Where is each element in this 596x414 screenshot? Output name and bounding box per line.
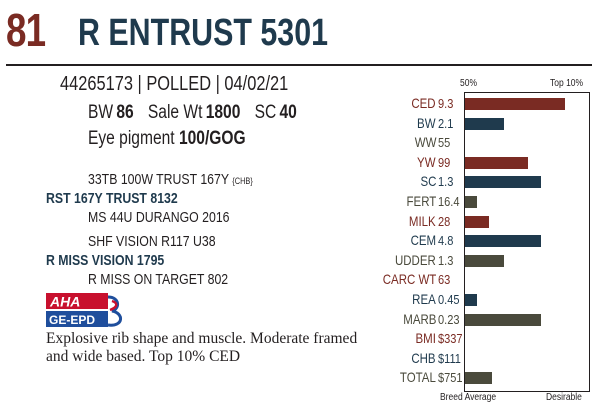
epd-footer-right: Desirable	[546, 392, 582, 403]
epd-trait-label: MILK	[409, 212, 436, 229]
epd-value: 0.45	[438, 292, 460, 307]
epd-value: $751	[438, 370, 463, 386]
epd-trait-label: BMI	[415, 330, 436, 347]
epd-row-bw: BW 2.1	[394, 114, 594, 133]
epd-trait-label: CHB	[411, 349, 436, 366]
epd-bar	[465, 294, 477, 306]
epd-row-fert: FERT 16.4	[394, 192, 594, 211]
epd-bar	[465, 156, 528, 169]
epd-trait-label: TOTAL	[400, 369, 436, 386]
epd-row-milk: MILK 28	[394, 212, 594, 231]
pedigree-sire-sire-name: 33TB 100W TRUST 167Y	[88, 171, 229, 188]
epd-bar	[465, 215, 489, 228]
epd-trait-label: CEM	[410, 232, 436, 249]
epd-trait-label: CARC WT	[382, 271, 436, 288]
epd-row-bmi: BMI $337	[394, 329, 594, 348]
epd-trait-label: BW	[417, 114, 436, 131]
epd-row-udder: UDDER 1.3	[394, 251, 594, 270]
epd-row-rea: REA 0.45	[394, 290, 594, 309]
epd-bar	[465, 372, 492, 385]
epd-row-ww: WW 55	[394, 133, 594, 152]
sc-label: SC	[254, 102, 277, 123]
epd-row-cem: CEM 4.8	[394, 231, 594, 250]
epd-trait-label: YW	[417, 153, 436, 170]
epd-bar	[465, 176, 541, 189]
logo-bottom-text: GE-EPD	[49, 313, 95, 327]
epd-value: 1.3	[438, 252, 454, 268]
epd-row-chb: CHB $111	[394, 349, 594, 368]
epd-bar	[465, 196, 477, 208]
epd-value: 16.4	[438, 194, 460, 209]
registration-line: 44265173 | POLLED | 04/02/21	[60, 73, 289, 95]
epd-value: 0.23	[438, 311, 460, 327]
epd-row-marb: MARB 0.23	[394, 310, 594, 329]
epd-row-yw: YW 99	[394, 153, 594, 172]
pedigree-sire-sire-note: {CHB}	[232, 176, 253, 186]
pedigree-sire-dam: MS 44U DURANGO 2016	[88, 209, 230, 226]
epd-bar	[465, 254, 504, 267]
bw-value: 86	[116, 102, 134, 123]
epd-row-sc: SC 1.3	[394, 172, 594, 191]
lot-description: Explosive rib shape and muscle. Moderate…	[46, 330, 358, 365]
epd-row-total: TOTAL $751	[394, 368, 594, 387]
eye-pigment: Eye pigment 100/GOG	[88, 127, 246, 150]
epd-value: 63	[438, 272, 451, 288]
logo-top-text: AHA	[49, 294, 80, 310]
epd-chart-frame	[464, 92, 590, 392]
header-divider	[6, 64, 592, 66]
epd-trait-label: FERT	[406, 193, 436, 209]
pedigree-dam: R MISS VISION 1795	[46, 252, 165, 269]
animal-name: R ENTRUST 5301	[78, 12, 329, 54]
epd-bar	[465, 313, 541, 326]
epd-value: $111	[438, 350, 461, 366]
salewt-value: 1800	[205, 102, 241, 123]
epd-trait-label: MARB	[402, 310, 436, 327]
epd-bar	[465, 235, 541, 248]
epd-trait-label: REA	[412, 291, 436, 307]
epd-row-carc-wt: CARC WT 63	[382, 270, 594, 289]
epd-trait-label: CED	[411, 95, 436, 111]
epd-value: 28	[438, 213, 451, 229]
pedigree-dam-dam: R MISS ON TARGET 802	[88, 271, 229, 288]
epd-value: 1.3	[438, 174, 454, 190]
eye-label: Eye pigment	[88, 128, 175, 149]
epd-value: 2.1	[438, 115, 454, 131]
epd-trait-label: UDDER	[395, 251, 436, 268]
epd-footer-left: Breed Average	[440, 392, 497, 403]
epd-chart: 50% Top 10% CED 9.3 BW 2.1 WW 55 YW 99 SC 1.3 FERT…	[382, 78, 594, 408]
epd-value: $337	[438, 331, 463, 347]
bw-label: BW	[88, 102, 114, 123]
epd-value: 9.3	[438, 96, 454, 111]
epd-value: 99	[438, 154, 451, 170]
epd-header-left: 50%	[460, 78, 478, 89]
epd-value: 4.8	[438, 233, 454, 249]
epd-trait-label: SC	[420, 173, 436, 190]
aha-ge-epd-logo: AHA GE-EPD	[46, 293, 128, 329]
pedigree-sire: RST 167Y TRUST 8132	[46, 190, 178, 207]
salewt-label: Sale Wt	[147, 102, 203, 123]
epd-value: 55	[438, 135, 451, 151]
pedigree-dam-sire: SHF VISION R117 U38	[88, 233, 216, 250]
epd-trait-label: WW	[414, 134, 436, 151]
epd-row-ced: CED 9.3	[394, 94, 594, 113]
epd-header-right: Top 10%	[550, 78, 584, 89]
sc-value: 40	[279, 102, 297, 123]
eye-value: 100/GOG	[178, 128, 246, 149]
lot-number: 81	[6, 4, 46, 56]
pedigree-sire-sire: 33TB 100W TRUST 167Y {CHB}	[88, 170, 253, 191]
performance-stats: BW 86 Sale Wt 1800 SC 40	[88, 101, 297, 124]
epd-bar	[465, 117, 504, 130]
epd-bar	[465, 98, 565, 110]
